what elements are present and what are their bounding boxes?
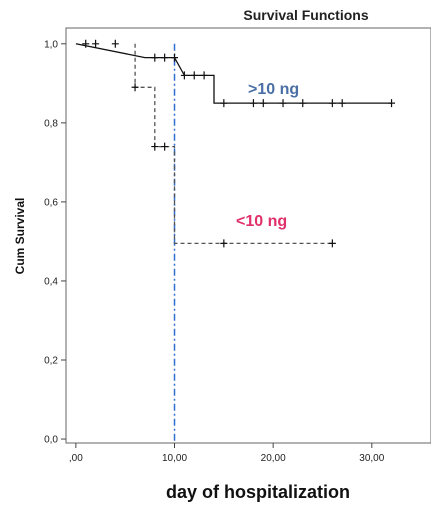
censor-mark (328, 239, 336, 248)
y-axis-label: Cum Survival (13, 198, 27, 275)
x-tick-label: 30,00 (359, 453, 384, 464)
censor-mark (220, 239, 228, 248)
censor-mark (161, 142, 169, 151)
censor-mark (249, 99, 257, 108)
series-label-below-10: <10 ng (236, 213, 287, 230)
y-tick-label: 0,8 (44, 118, 58, 129)
censor-mark (161, 53, 169, 62)
censor-mark (151, 142, 159, 151)
x-tick-label: ,00 (69, 453, 83, 464)
series-layer (75, 39, 396, 248)
censor-mark (328, 99, 336, 108)
y-axis-ticks: 0,0 0,2 0,4 0,6 0,8 1,0 (44, 39, 66, 446)
x-axis-label: day of hospitalization (166, 482, 350, 502)
censor-mark (259, 99, 267, 108)
censor-mark (200, 71, 208, 80)
censor-mark (388, 99, 396, 108)
y-tick-label: 0,6 (44, 197, 58, 208)
x-tick-label: 20,00 (261, 453, 286, 464)
y-tick-label: 1,0 (44, 39, 58, 50)
censor-mark (279, 99, 287, 108)
censor-mark (190, 71, 198, 80)
censor-mark (338, 99, 346, 108)
censor-mark (220, 99, 228, 108)
censor-mark (299, 99, 307, 108)
y-tick-label: 0,0 (44, 435, 58, 446)
x-tick-label: 10,00 (162, 453, 187, 464)
y-tick-label: 0,2 (44, 356, 58, 367)
censor-mark (180, 71, 188, 80)
censor-mark (111, 39, 119, 48)
chart-title: Survival Functions (243, 7, 368, 23)
censor-mark (151, 53, 159, 62)
y-tick-label: 0,4 (44, 276, 58, 287)
x-axis-ticks: ,00 10,00 20,00 30,00 (69, 443, 385, 464)
censor-mark (131, 83, 139, 92)
censor-mark (92, 39, 100, 48)
plot-area (65, 27, 431, 444)
censor-mark (82, 39, 90, 48)
series-label-above-10: >10 ng (248, 81, 299, 98)
censor-mark (171, 53, 179, 62)
